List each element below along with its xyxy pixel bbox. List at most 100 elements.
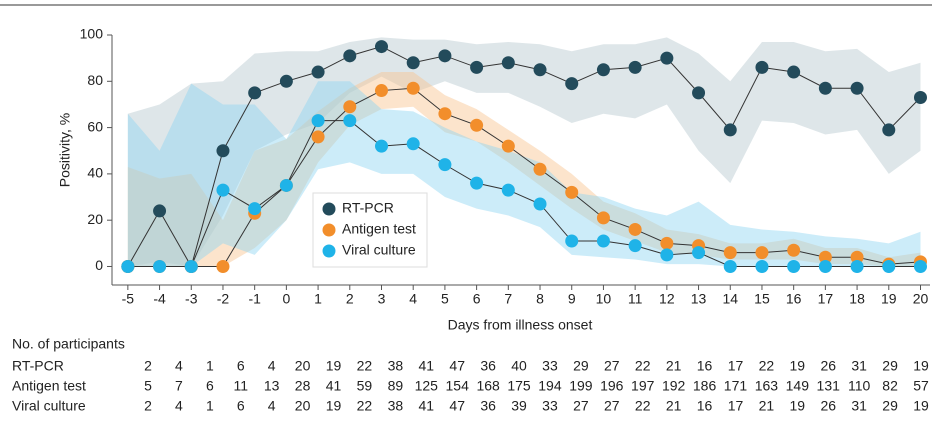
x-tick-label: 14	[722, 291, 738, 307]
data-point	[755, 259, 769, 273]
x-tick-label: 19	[881, 291, 897, 307]
data-point	[882, 123, 896, 137]
data-point	[692, 86, 706, 100]
table-title: No. of participants	[12, 336, 125, 352]
data-point	[406, 81, 420, 95]
data-point	[184, 259, 198, 273]
table-cell: 2	[144, 358, 152, 374]
table-cell: 22	[357, 358, 373, 374]
table-cell: 4	[268, 398, 276, 414]
data-point	[850, 250, 864, 264]
data-point	[755, 60, 769, 74]
data-point	[374, 40, 388, 54]
table-cell: 16	[697, 358, 713, 374]
table-row-label: RT-PCR	[12, 358, 64, 374]
data-point	[438, 49, 452, 63]
table-row-label: Viral culture	[12, 398, 86, 414]
data-point	[787, 65, 801, 79]
table-cell: 36	[480, 398, 496, 414]
confidence-band	[127, 37, 921, 267]
legend-label: Antigen test	[342, 221, 416, 237]
table-cell: 19	[326, 358, 342, 374]
data-point	[660, 236, 674, 250]
data-point	[628, 60, 642, 74]
data-point	[660, 248, 674, 262]
table-cell: 2	[144, 398, 152, 414]
x-tick-label: 0	[282, 291, 290, 307]
table-cell: 6	[237, 398, 245, 414]
confidence-band	[127, 81, 921, 267]
table-cell: 26	[820, 358, 836, 374]
table-cell: 4	[175, 358, 183, 374]
x-axis-label: Days from illness onset	[448, 317, 593, 333]
data-point	[311, 65, 325, 79]
y-tick-label: 0	[95, 257, 103, 273]
table-cell: 20	[295, 358, 311, 374]
x-tick-label: 12	[659, 291, 675, 307]
data-point	[343, 114, 357, 128]
table-cell: 29	[882, 398, 898, 414]
data-point	[406, 56, 420, 70]
table-cell: 33	[542, 358, 558, 374]
data-point	[723, 246, 737, 260]
x-tick-label: 16	[786, 291, 802, 307]
data-point	[850, 259, 864, 273]
data-point	[596, 211, 610, 225]
table-cell: 131	[817, 378, 841, 394]
data-point	[913, 259, 927, 273]
x-tick-label: -3	[185, 291, 198, 307]
table-cell: 27	[604, 358, 620, 374]
table-cell: 59	[357, 378, 373, 394]
data-point	[343, 49, 357, 63]
data-point	[818, 250, 832, 264]
x-tick-label: 10	[596, 291, 612, 307]
x-tick-label: 8	[536, 291, 544, 307]
table-cell: 19	[790, 358, 806, 374]
table-cell: 171	[724, 378, 748, 394]
x-tick-label: -1	[248, 291, 261, 307]
data-point	[406, 137, 420, 151]
table-cell: 29	[573, 358, 589, 374]
table-cell: 40	[511, 358, 527, 374]
x-tick-label: -5	[122, 291, 135, 307]
data-point	[279, 74, 293, 88]
data-point	[374, 139, 388, 153]
y-tick-label: 20	[87, 211, 103, 227]
data-point	[470, 60, 484, 74]
data-point	[818, 81, 832, 95]
data-point	[692, 246, 706, 260]
data-point	[279, 178, 293, 192]
table-cell: 47	[449, 358, 465, 374]
table-cell: 125	[415, 378, 439, 394]
x-tick-label: 4	[409, 291, 417, 307]
data-point	[565, 77, 579, 91]
data-point	[818, 259, 832, 273]
x-tick-label: 15	[754, 291, 770, 307]
table-cell: 26	[820, 398, 836, 414]
data-point	[311, 114, 325, 128]
table-cell: 7	[175, 378, 183, 394]
x-tick-label: 18	[849, 291, 865, 307]
table-cell: 29	[882, 358, 898, 374]
y-tick-label: 60	[87, 118, 103, 134]
legend-marker	[322, 223, 336, 237]
data-point	[216, 144, 230, 158]
data-point	[153, 259, 167, 273]
x-tick-label: 20	[913, 291, 929, 307]
data-point	[216, 259, 230, 273]
data-point	[882, 259, 896, 273]
x-tick-label: -2	[217, 291, 230, 307]
data-point	[248, 86, 262, 100]
x-tick-label: 3	[378, 291, 386, 307]
data-point	[565, 185, 579, 199]
table-cell: 22	[759, 358, 775, 374]
table-cell: 16	[697, 398, 713, 414]
data-point	[787, 259, 801, 273]
x-tick-label: 11	[628, 291, 643, 307]
table-cell: 175	[507, 378, 531, 394]
table-cell: 17	[728, 358, 744, 374]
table-cell: 21	[759, 398, 775, 414]
table-cell: 163	[755, 378, 779, 394]
data-point	[311, 130, 325, 144]
table-cell: 33	[542, 398, 558, 414]
